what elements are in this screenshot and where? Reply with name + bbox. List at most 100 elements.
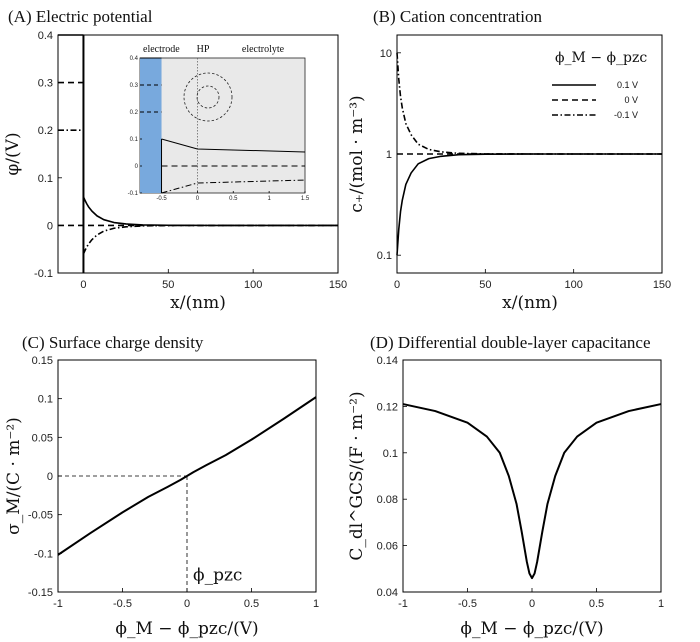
panel-a: (A) Electric potential 0 50 100 150-0.100.1…: [3, 7, 347, 313]
panel-a-series-line-0: [82, 196, 338, 227]
panel-c-pzc-annotation: ϕ_pzc: [193, 565, 242, 585]
panel-c-ytick-label: -0.15: [28, 587, 53, 599]
inset-xtick-label: 0.5: [229, 196, 238, 202]
panel-d-ytick-label: 0.06: [377, 541, 398, 553]
panel-d-xtick-label: 0.5: [589, 598, 604, 610]
panel-c-xtick-label: -0.5: [113, 598, 132, 610]
panel-d-axes-box: [402, 359, 662, 593]
panel-b: (B) Cation concentration 0 50 100 150 0.1 1 10…: [347, 7, 671, 313]
panel-d-ytick-label: 0.1: [383, 448, 398, 460]
panel-b-series: [396, 52, 662, 256]
panel-b-ytick-label: 1: [386, 149, 392, 161]
inset-label-hp: HP: [197, 44, 210, 55]
panel-a-ytick-label: 0.2: [38, 125, 53, 137]
panel-c-xtick-label: 0.5: [244, 598, 259, 610]
inset-xtick-label: 1.5: [301, 196, 310, 202]
inset-series-line-2: [161, 179, 306, 194]
panel-d-title: (D) Differential double-layer capacitanc…: [370, 333, 651, 352]
panel-a-ytick-label: 0.3: [38, 78, 53, 90]
panel-d-ytick-label: 0.12: [377, 401, 398, 413]
panel-b-legend-title: ϕ_M − ϕ_pzc: [555, 50, 647, 66]
panel-c: (C) Surface charge density -1 -0.5 0 0.5 1 -0…: [4, 333, 319, 639]
panel-a-axes-box: [57, 34, 339, 274]
panel-c-ticks: -1 -0.5 0 0.5 1 -0.15 -0.1 -0.05 0 0.05 0.1 0.15: [28, 355, 319, 610]
panel-a-title: (A) Electric potential: [8, 7, 153, 26]
panel-c-ytick-label: 0: [47, 471, 53, 483]
panel-b-xtick-label: 100: [564, 279, 582, 291]
panel-d-ytick-label: 0.08: [377, 494, 398, 506]
inset-ytick-label: 0: [135, 164, 139, 170]
panel-c-ytick-label: 0.1: [38, 394, 53, 406]
inset-series-line-0: [161, 138, 306, 153]
panel-b-xtick-label: 150: [653, 279, 671, 291]
inset-ytick-label: 0.3: [130, 83, 139, 89]
panel-c-title: (C) Surface charge density: [22, 333, 204, 352]
panel-c-ytick-label: 0.05: [32, 432, 53, 444]
inset-xtick-label: -0.5: [156, 196, 167, 202]
panel-c-ytick-label: -0.1: [34, 548, 53, 560]
panel-d-xtick-label: 0: [529, 598, 535, 610]
panel-a-inset: electrode HP electrolyte -0.5 0 0.5 1 1.5 -0.…: [128, 44, 310, 202]
panel-a-ytick-label: -0.1: [34, 268, 53, 280]
panel-b-series-line-2: [396, 52, 662, 155]
panel-b-legend-label-1: 0 V: [624, 95, 638, 105]
panel-d-xtick-label: -1: [398, 598, 408, 610]
panel-a-xlabel: x/(nm): [170, 293, 226, 313]
panel-c-annotations: ϕ_pzc: [58, 475, 242, 592]
panel-a-series: [58, 34, 338, 273]
inset-series: [140, 57, 306, 194]
panel-b-ticks: 0 50 100 150 0.1 1 10: [377, 48, 671, 291]
panel-d: (D) Differential double-layer capacitanc…: [347, 333, 664, 639]
inset-ytick-label: 0.1: [130, 137, 139, 143]
panel-b-ylabel: c₊/(mol · m⁻³): [347, 95, 367, 212]
panel-c-xtick-label: 0: [184, 598, 190, 610]
panel-b-ytick-label: 10: [380, 48, 392, 60]
panel-c-ytick-label: -0.05: [28, 510, 53, 522]
panel-b-title: (B) Cation concentration: [373, 7, 543, 26]
panel-b-legend: ϕ_M − ϕ_pzc 0.1 V 0 V -0.1 V: [552, 50, 647, 120]
panel-c-ytick-label: 0.15: [32, 355, 53, 367]
panel-a-ylabel: φ/(V): [3, 132, 23, 175]
inset-ytick-label: -0.1: [128, 191, 139, 197]
panel-d-ytick-label: 0.14: [377, 355, 398, 367]
panel-c-xtick-label: -1: [53, 598, 63, 610]
panel-a-xtick-label: 50: [162, 279, 174, 291]
panel-b-xtick-label: 50: [479, 279, 491, 291]
panel-a-ytick-label: 0.4: [38, 30, 53, 42]
panel-c-series-line-0: [57, 396, 317, 556]
panel-a-ytick-label: 0.1: [38, 173, 53, 185]
panel-b-legend-entries: 0.1 V 0 V -0.1 V: [552, 80, 638, 120]
panel-b-legend-label-2: -0.1 V: [614, 110, 638, 120]
panel-b-legend-label-0: 0.1 V: [617, 80, 638, 90]
panel-b-xtick-label: 0: [394, 279, 400, 291]
inset-xtick-label: 0: [196, 196, 200, 202]
panel-a-series-line-2: [82, 224, 338, 255]
panel-d-xlabel: ϕ_M − ϕ_pzc/(V): [460, 619, 603, 639]
panel-d-xtick-label: 1: [658, 598, 664, 610]
inset-background: [139, 57, 306, 194]
inset-ion-solvation-shell: [183, 72, 233, 122]
panel-d-ytick-label: 0.04: [377, 587, 398, 599]
panel-c-ylabel: σ_M/(C · m⁻²): [4, 417, 24, 535]
inset-label-electrode: electrode: [143, 44, 180, 55]
inset-electrode-region: [140, 58, 162, 193]
inset-ion: [196, 85, 220, 109]
inset-xtick-label: 1: [267, 196, 271, 202]
inset-label-electrolyte: electrolyte: [242, 44, 285, 55]
panel-d-xtick-label: -0.5: [458, 598, 477, 610]
panel-a-xtick-label: 150: [329, 279, 347, 291]
panel-a-xtick-label: 0: [80, 279, 86, 291]
panel-d-series-line-0: [402, 403, 662, 580]
panel-d-ticks: -1 -0.5 0 0.5 1 0.04 0.06 0.08 0.1 0.12 0.14: [377, 355, 664, 610]
panel-c-xtick-label: 1: [313, 598, 319, 610]
inset-ytick-label: 0.4: [130, 56, 139, 62]
inset-ytick-label: 0.2: [130, 110, 139, 116]
panel-b-ytick-label: 0.1: [377, 250, 392, 262]
panel-a-ytick-label: 0: [47, 220, 53, 232]
panel-c-xlabel: ϕ_M − ϕ_pzc/(V): [115, 619, 258, 639]
panel-d-series: [402, 403, 662, 580]
panel-d-ylabel: C_dl^GCS/(F · m⁻²): [347, 391, 367, 560]
panel-b-xlabel: x/(nm): [502, 293, 558, 313]
panel-a-xtick-label: 100: [244, 279, 262, 291]
